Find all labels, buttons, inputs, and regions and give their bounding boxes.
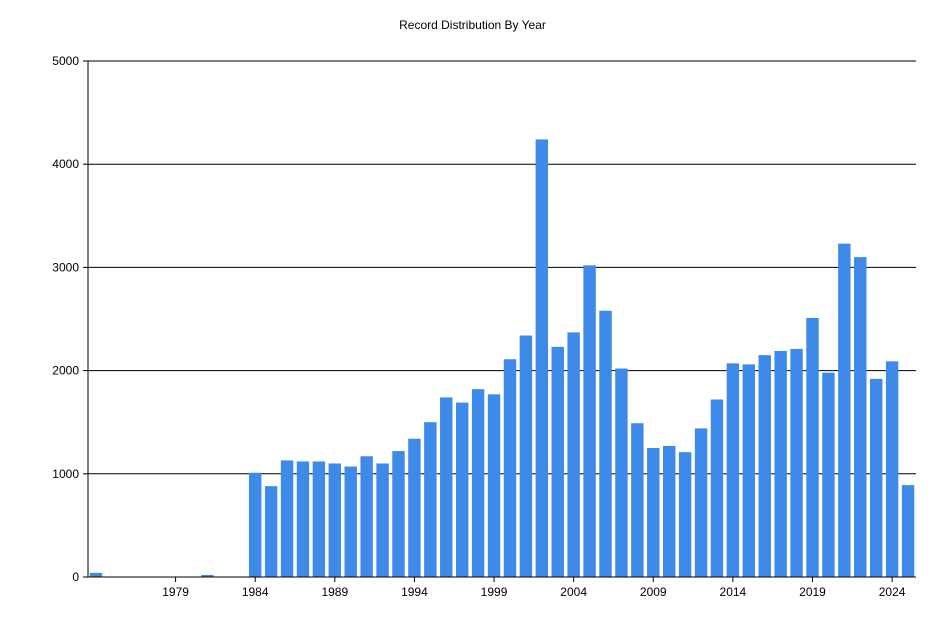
bar-2012	[694, 428, 708, 577]
bar-2019	[806, 317, 819, 577]
x-tick-label: 1994	[401, 585, 428, 599]
bar-1998	[471, 389, 485, 577]
bar-2008	[631, 423, 644, 577]
bar-2020	[822, 372, 835, 577]
y-tick-label: 0	[72, 570, 79, 584]
bar-1991	[360, 456, 373, 577]
x-tick-label: 2019	[799, 585, 826, 599]
bar-2007	[615, 368, 628, 577]
y-tick-labels: 0 1000 2000 3000 4000 5000	[52, 54, 79, 584]
y-tick-label: 2000	[52, 364, 79, 378]
x-tick-label: 2014	[720, 585, 747, 599]
bar-2005	[583, 265, 596, 577]
x-tick-label: 1984	[242, 585, 269, 599]
bar-2016	[758, 355, 771, 577]
bar-2011	[678, 452, 692, 577]
bar-2003	[551, 346, 564, 577]
bar-1995	[424, 422, 437, 577]
x-tick-label: 1989	[321, 585, 348, 599]
bar-1988	[312, 461, 326, 577]
y-tick-label: 5000	[52, 54, 79, 68]
bar-2014	[726, 363, 740, 577]
bar-1981	[201, 574, 214, 577]
chart-title: Record Distribution By Year	[399, 18, 546, 32]
bar-2004	[567, 332, 580, 577]
y-tick-label: 4000	[52, 157, 79, 171]
bar-2021	[838, 243, 851, 577]
axes	[83, 60, 916, 582]
bar-1985	[264, 486, 278, 577]
bar-2023	[869, 378, 883, 577]
x-tick-label: 1999	[481, 585, 508, 599]
bar-2010	[662, 445, 676, 577]
bar-2024	[885, 361, 899, 577]
y-tick-label: 1000	[52, 467, 79, 481]
bar-1974	[89, 572, 103, 577]
bar-1997	[455, 402, 469, 577]
bar-2009	[647, 448, 660, 577]
bar-2015	[742, 364, 756, 577]
x-tick-labels: 1979 1984 1989 1994 1999 2004 2009 2014 2019 2024	[162, 585, 906, 599]
bars	[89, 139, 915, 577]
bar-1989	[328, 463, 342, 577]
bar-2022	[854, 257, 867, 577]
bar-2000	[503, 359, 517, 577]
bar-2025	[901, 485, 915, 577]
bar-1986	[280, 460, 294, 577]
x-tick-label: 2024	[879, 585, 906, 599]
bar-1987	[296, 461, 310, 577]
bar-1990	[344, 466, 357, 577]
x-tick-label: 2004	[560, 585, 587, 599]
bar-1999	[487, 394, 501, 577]
bar-2018	[790, 348, 803, 577]
bar-1993	[392, 451, 405, 577]
bar-2002	[535, 139, 549, 577]
x-tick-label: 2009	[640, 585, 667, 599]
bar-2017	[774, 350, 787, 577]
bar-2013	[710, 399, 724, 577]
bar-1994	[408, 438, 421, 577]
x-tick-label: 1979	[162, 585, 189, 599]
bar-1996	[440, 397, 453, 577]
bar-2001	[519, 335, 533, 577]
y-tick-label: 3000	[52, 260, 79, 274]
bar-1984	[248, 472, 262, 577]
bar-1992	[376, 463, 389, 577]
bar-2006	[599, 310, 612, 577]
